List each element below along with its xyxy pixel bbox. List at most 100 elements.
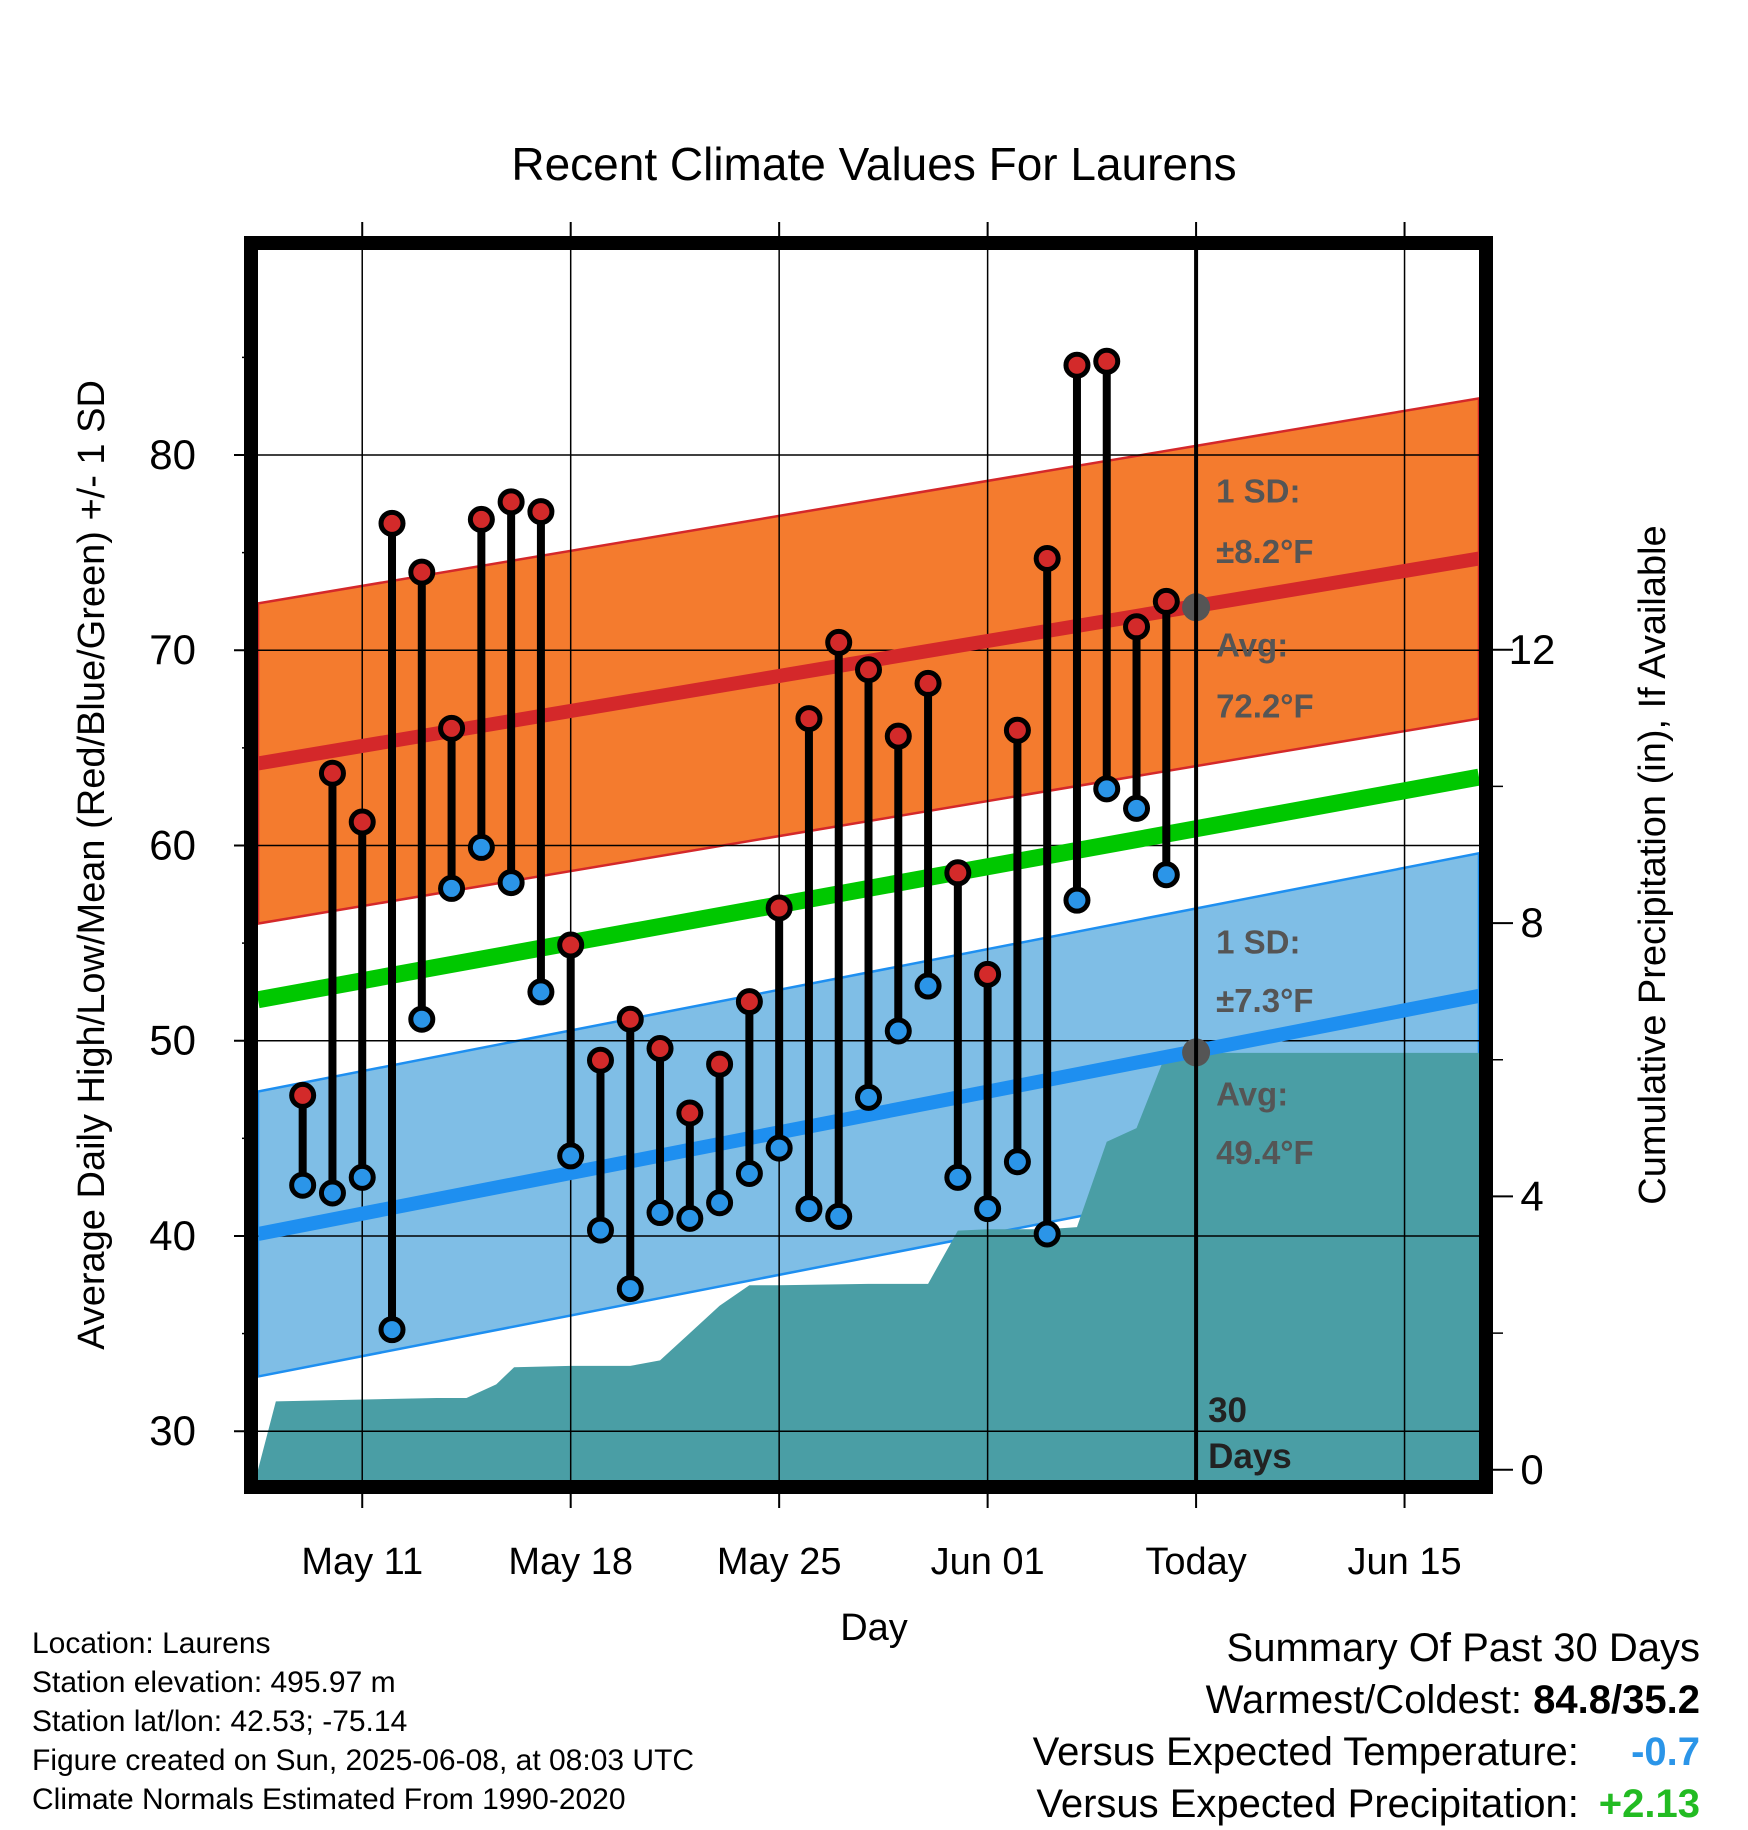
summary-title: Summary Of Past 30 Days <box>1226 1626 1700 1670</box>
high-marker <box>855 656 882 684</box>
low-marker <box>765 1134 793 1162</box>
low-marker <box>974 1195 1002 1223</box>
low-marker <box>438 874 466 902</box>
created-text: Figure created on Sun, 2025-06-08, at 08… <box>32 1744 695 1777</box>
low-marker <box>378 1316 406 1344</box>
x-tick-label: Jun 15 <box>1348 1541 1462 1583</box>
days-label-word: Days <box>1208 1437 1292 1476</box>
y-tick-label: 40 <box>149 1212 196 1259</box>
y2-tick-label: 12 <box>1509 626 1556 673</box>
low-marker <box>616 1275 644 1303</box>
low-marker <box>646 1199 674 1227</box>
low-sd-value: ±7.3°F <box>1216 982 1313 1019</box>
low-marker <box>1063 886 1091 914</box>
low-marker <box>855 1083 882 1111</box>
high-marker <box>884 722 912 750</box>
precipitation-area <box>258 1052 1479 1480</box>
high-avg-value: 72.2°F <box>1216 687 1314 724</box>
high-marker <box>586 1046 614 1074</box>
high-marker <box>914 669 942 697</box>
x-tick-label: May 11 <box>301 1541 423 1583</box>
normals-text: Climate Normals Estimated From 1990-2020 <box>32 1783 626 1816</box>
y-tick-label: 60 <box>149 821 196 868</box>
low-sd-label: 1 SD: <box>1216 923 1300 960</box>
high-sd-label: 1 SD: <box>1216 473 1300 510</box>
low-marker <box>706 1189 734 1217</box>
low-avg-label: Avg: <box>1216 1076 1288 1113</box>
high-marker <box>1152 587 1180 615</box>
high-marker <box>378 509 406 537</box>
low-marker <box>408 1005 436 1033</box>
low-marker <box>1123 794 1151 822</box>
high-sd-value: ±8.2°F <box>1216 533 1313 570</box>
low-marker <box>557 1142 585 1170</box>
warmest-label: Warmest/Coldest: <box>1205 1678 1523 1722</box>
summary-warmest-row: Warmest/Coldest: 84.8/35.2 <box>1033 1674 1700 1726</box>
temp-label: Versus Expected Temperature: <box>1032 1730 1579 1774</box>
low-marker <box>944 1163 972 1191</box>
plot-area <box>258 250 1479 1480</box>
high-marker <box>408 558 436 586</box>
high-marker <box>438 714 466 742</box>
high-marker <box>706 1050 734 1078</box>
chart-title: Recent Climate Values For Laurens <box>511 138 1236 190</box>
days-label-number: 30 <box>1208 1391 1247 1430</box>
station-info: Location: Laurens Station elevation: 495… <box>32 1624 694 1819</box>
y-tick-label: 80 <box>149 431 196 478</box>
high-marker <box>1033 544 1061 572</box>
high-marker <box>825 628 853 656</box>
y2-tick-label: 8 <box>1520 899 1543 946</box>
low-marker <box>1093 775 1121 803</box>
y2-tick-label: 4 <box>1520 1172 1543 1219</box>
high-marker <box>974 960 1002 988</box>
low-marker <box>914 972 942 1000</box>
low-marker <box>795 1195 823 1223</box>
latlon-text: Station lat/lon: 42.53; -75.14 <box>32 1705 408 1738</box>
high-marker <box>1093 347 1121 375</box>
high-marker <box>646 1035 674 1063</box>
y-axis-label: Average Daily High/Low/Mean (Red/Blue/Gr… <box>71 380 113 1350</box>
low-marker <box>318 1179 346 1207</box>
high-marker <box>467 505 495 533</box>
low-marker <box>467 833 495 861</box>
x-tick-label: May 25 <box>717 1541 842 1583</box>
y2-axis-label: Cumulative Precipitation (in), If Availa… <box>1632 525 1674 1204</box>
high-avg-label: Avg: <box>1216 627 1288 664</box>
high-marker <box>557 931 585 959</box>
low-marker <box>348 1163 376 1191</box>
low-marker <box>586 1216 614 1244</box>
y-tick-label: 50 <box>149 1017 196 1064</box>
low-marker <box>735 1159 763 1187</box>
low-marker <box>1003 1148 1031 1176</box>
summary-precip-row: Versus Expected Precipitation: +2.13 <box>1033 1778 1700 1830</box>
high-marker <box>1123 613 1151 641</box>
low-marker <box>1033 1220 1061 1248</box>
low-marker <box>497 869 525 897</box>
warmest-value: 84.8/35.2 <box>1533 1678 1700 1722</box>
high-marker <box>527 498 555 526</box>
high-marker <box>348 808 376 836</box>
x-tick-label: May 18 <box>508 1541 633 1583</box>
precip-value: +2.13 <box>1598 1782 1700 1826</box>
high-marker <box>318 759 346 787</box>
y2-tick-label: 0 <box>1520 1446 1543 1493</box>
summary-panel: Summary Of Past 30 Days Warmest/Coldest:… <box>1033 1622 1700 1830</box>
low-marker <box>676 1204 704 1232</box>
low-normal-line <box>258 988 1479 1241</box>
precip-label: Versus Expected Precipitation: <box>1036 1782 1579 1826</box>
y-tick-label: 70 <box>149 626 196 673</box>
x-tick-label: Jun 01 <box>931 1541 1045 1583</box>
low-marker <box>289 1171 317 1199</box>
high-marker <box>735 988 763 1016</box>
high-marker <box>616 1005 644 1033</box>
high-marker <box>795 705 823 733</box>
low-marker <box>527 978 555 1006</box>
low-marker <box>884 1017 912 1045</box>
x-axis-label: Day <box>840 1607 908 1649</box>
low-avg-value: 49.4°F <box>1216 1134 1314 1171</box>
high-marker <box>1003 716 1031 744</box>
high-marker <box>765 894 793 922</box>
x-tick-label: Today <box>1145 1541 1246 1583</box>
high-marker <box>497 488 525 516</box>
